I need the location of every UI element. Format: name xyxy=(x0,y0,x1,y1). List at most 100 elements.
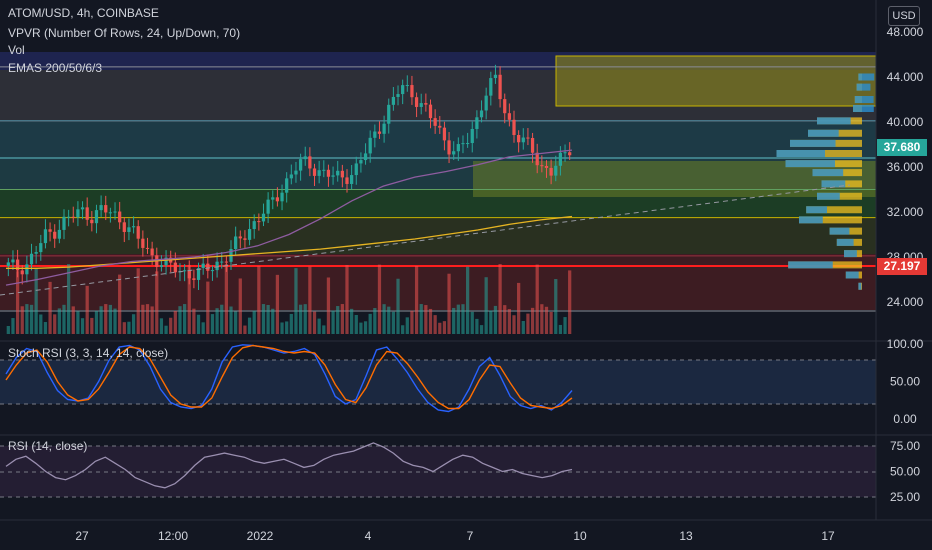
volume-bar xyxy=(549,311,553,334)
volume-bar xyxy=(34,268,38,334)
volume-bar xyxy=(266,304,270,334)
candle-body xyxy=(150,248,154,256)
candle-body xyxy=(108,212,113,214)
volume-bar xyxy=(53,314,57,334)
volume-bar xyxy=(419,304,423,334)
volume-bar xyxy=(414,265,419,334)
volume-bar xyxy=(493,305,498,334)
vp-down-bar xyxy=(788,261,833,269)
volume-bar xyxy=(568,270,572,334)
candle-body xyxy=(243,238,247,240)
candle-body xyxy=(377,131,382,134)
horizontal-lines xyxy=(0,66,876,312)
candle-body xyxy=(104,205,108,213)
candle-body xyxy=(159,265,164,267)
volume-profile xyxy=(776,73,875,290)
candle-body xyxy=(465,143,470,145)
candle-body xyxy=(373,131,377,138)
volume-bar xyxy=(326,277,331,334)
candle-body xyxy=(544,165,549,168)
rsi-label[interactable]: RSI (14, close) xyxy=(8,439,88,453)
volume-bar xyxy=(141,304,145,334)
candle-body xyxy=(452,151,456,155)
yellow-box-upper xyxy=(555,55,877,107)
stoch-tick-label: 100.00 xyxy=(887,337,924,351)
volume-bar xyxy=(192,308,196,334)
vp-down-bar xyxy=(854,96,874,103)
currency-unit-button[interactable]: USD xyxy=(888,6,920,26)
candle-body xyxy=(493,74,498,79)
ema50-line xyxy=(5,149,573,286)
candle-body xyxy=(470,128,474,144)
rsi-tick-label: 50.00 xyxy=(890,465,920,479)
rsi-pane xyxy=(0,442,876,498)
volume-bar xyxy=(336,306,340,334)
candle-body xyxy=(39,243,43,253)
candle-body xyxy=(182,270,187,272)
ema200-line xyxy=(6,215,573,269)
volume-bar xyxy=(178,306,182,334)
candle-body xyxy=(275,197,280,202)
vp-down-bar xyxy=(856,83,871,91)
volume-bar xyxy=(438,322,442,334)
candle-body xyxy=(6,262,10,266)
volume-bar xyxy=(182,304,187,334)
candle-body xyxy=(447,140,451,155)
volume-bar xyxy=(187,264,191,334)
candle-body xyxy=(85,207,89,220)
volume-bar xyxy=(94,311,99,334)
vol-label[interactable]: Vol xyxy=(8,43,25,57)
candle-body xyxy=(414,97,419,107)
vp-down-bar xyxy=(853,105,874,112)
candle-body xyxy=(498,74,502,100)
volume-bar xyxy=(90,317,94,334)
volume-bar xyxy=(104,304,108,334)
candle-body xyxy=(257,221,261,223)
candle-body xyxy=(326,169,331,177)
volume-bar xyxy=(322,325,326,334)
volume-bar xyxy=(345,265,349,334)
volume-bar xyxy=(461,304,465,334)
volume-bar xyxy=(428,308,433,334)
candle-body xyxy=(187,270,191,279)
volume-bar xyxy=(48,281,52,334)
stoch-tick-label: 50.00 xyxy=(890,375,920,389)
volume-bar xyxy=(150,306,154,334)
volume-bar xyxy=(479,325,484,334)
volume-bar xyxy=(234,311,238,334)
volume-bar xyxy=(20,306,24,334)
volume-bar xyxy=(155,271,159,334)
candle-body xyxy=(11,259,15,263)
volume-bar xyxy=(285,321,289,334)
emas-label[interactable]: EMAS 200/50/6/3 xyxy=(8,61,103,75)
candle-body xyxy=(215,261,219,271)
candle-body xyxy=(535,152,539,166)
chart-title: ATOM/USD, 4h, COINBASE xyxy=(8,6,159,20)
projection-dashed-line xyxy=(0,184,851,296)
volume-bar xyxy=(39,314,43,334)
stoch-rsi-label[interactable]: Stoch RSI (3, 3, 14, 14, close) xyxy=(8,346,169,360)
volume-bar xyxy=(11,318,15,334)
vp-down-bar xyxy=(817,117,851,125)
volume-bar xyxy=(224,264,228,334)
candle-body xyxy=(512,119,516,136)
candle-body xyxy=(90,219,94,224)
volume-bar xyxy=(220,304,224,334)
price-tick-label: 24.000 xyxy=(887,295,924,309)
vp-down-bar xyxy=(836,238,854,246)
volume-bar xyxy=(298,304,303,334)
vpvr-label[interactable]: VPVR (Number Of Rows, 24, Up/Down, 70) xyxy=(8,26,241,40)
candle-body xyxy=(549,167,553,176)
volume-bar xyxy=(280,322,284,334)
volume-bar xyxy=(377,264,382,334)
candle-body xyxy=(540,165,544,167)
candles xyxy=(6,64,572,290)
vp-down-bar xyxy=(812,169,844,177)
volume-bar xyxy=(294,268,298,334)
candle-body xyxy=(25,264,29,275)
stoch-axis: 100.00 50.00 0.00 xyxy=(887,337,924,426)
time-tick-label: 10 xyxy=(573,529,587,543)
candle-body xyxy=(387,104,391,124)
volume-bar xyxy=(517,282,521,334)
